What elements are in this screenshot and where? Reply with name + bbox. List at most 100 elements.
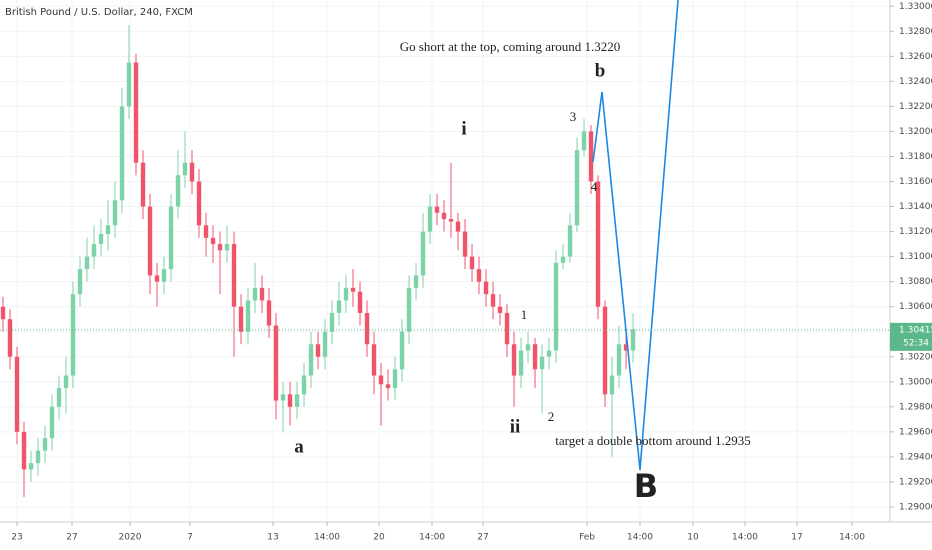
- annotations: Go short at the top, coming around 1.322…: [294, 39, 750, 505]
- candle-body: [441, 212, 447, 220]
- candle-body: [602, 306, 608, 395]
- x-tick-label: 14:00: [419, 533, 445, 543]
- candle-body: [196, 181, 202, 226]
- y-tick-label: 1.30800: [899, 277, 932, 287]
- candle-body: [532, 344, 538, 370]
- last-price-box: [890, 322, 932, 351]
- candle-body: [427, 206, 433, 232]
- y-tick-label: 1.32000: [899, 127, 932, 137]
- candle-body: [266, 300, 272, 326]
- candle-body: [189, 162, 195, 182]
- candle-body: [546, 350, 552, 357]
- candle-body: [448, 219, 454, 222]
- y-tick-label: 1.31800: [899, 152, 932, 162]
- y-tick-label: 1.29400: [899, 452, 932, 462]
- candle-body: [525, 344, 531, 351]
- x-tick-label: Feb: [579, 533, 595, 543]
- candle-body: [133, 62, 139, 163]
- y-tick-label: 1.31600: [899, 177, 932, 187]
- candle-body: [49, 406, 55, 439]
- y-tick-label: 1.29200: [899, 477, 932, 487]
- annotation: 2: [548, 409, 555, 424]
- candle-body: [483, 281, 489, 295]
- candle-body: [609, 375, 615, 395]
- x-tick-label: 27: [477, 533, 488, 543]
- candle-body: [399, 331, 405, 370]
- candle-body: [154, 275, 160, 282]
- annotation: 1: [521, 307, 528, 322]
- candle-body: [28, 463, 34, 470]
- y-tick-label: 1.31200: [899, 227, 932, 237]
- y-tick-label: 1.30200: [899, 352, 932, 362]
- candle-body: [476, 269, 482, 282]
- candle-body: [553, 262, 559, 351]
- candle-body: [392, 369, 398, 389]
- chart-title: British Pound / U.S. Dollar, 240, FXCM: [5, 7, 193, 18]
- candle-body: [238, 306, 244, 332]
- candle-body: [231, 244, 237, 307]
- candle-body: [21, 431, 27, 470]
- candle-body: [280, 394, 286, 401]
- x-tick-label: 7: [187, 533, 193, 543]
- candle-body: [63, 375, 69, 389]
- y-tick-label: 1.29800: [899, 402, 932, 412]
- candle-body: [462, 231, 468, 257]
- candle-body: [210, 237, 216, 245]
- candle-body: [588, 131, 594, 182]
- candle-body: [294, 394, 300, 407]
- candle-body: [497, 306, 503, 313]
- x-tick-label: 17: [791, 533, 802, 543]
- y-tick-label: 1.29600: [899, 427, 932, 437]
- x-tick-label: 27: [66, 533, 77, 543]
- annotation: 4: [591, 179, 598, 194]
- x-tick-label: 14:00: [732, 533, 758, 543]
- annotation: Go short at the top, coming around 1.322…: [400, 39, 621, 54]
- x-tick-label: 14:00: [839, 533, 865, 543]
- annotation: target a double bottom around 1.2935: [555, 433, 750, 448]
- candle-body: [455, 221, 461, 232]
- x-tick-label: 23: [11, 533, 22, 543]
- y-tick-label: 1.31400: [899, 202, 932, 212]
- candle-body: [350, 287, 356, 292]
- candle-body: [329, 312, 335, 332]
- y-tick-label: 1.29000: [899, 502, 932, 512]
- candle-body: [0, 306, 6, 320]
- y-tick-label: 1.30000: [899, 377, 932, 387]
- candle-body: [42, 438, 48, 451]
- candle-body: [315, 344, 321, 357]
- candles: [0, 25, 636, 497]
- candle-body: [420, 231, 426, 276]
- candle-body: [490, 294, 496, 307]
- candle-body: [273, 325, 279, 401]
- annotation: a: [294, 436, 304, 457]
- candle-body: [434, 206, 440, 213]
- y-tick-label: 1.32800: [899, 27, 932, 37]
- candle-body: [336, 300, 342, 313]
- annotation: b: [595, 60, 606, 81]
- y-tick-label: 1.31000: [899, 252, 932, 262]
- candle-body: [112, 200, 118, 226]
- x-tick-label: 10: [687, 533, 699, 543]
- candle-body: [560, 256, 566, 263]
- candle-body: [224, 244, 230, 251]
- candle-body: [84, 256, 90, 270]
- x-tick-label: 14:00: [627, 533, 653, 543]
- candle-body: [567, 225, 573, 257]
- x-tick-label: 13: [267, 533, 278, 543]
- y-tick-label: 1.32400: [899, 77, 932, 87]
- candle-body: [245, 300, 251, 332]
- candle-body: [147, 206, 153, 276]
- wave-drawing: [592, 0, 679, 471]
- candle-body: [301, 375, 307, 395]
- candle-body: [7, 319, 13, 357]
- candle-body: [539, 356, 545, 370]
- candle-body: [595, 181, 601, 307]
- candle-body: [56, 388, 62, 407]
- candle-body: [119, 106, 125, 201]
- candle-body: [357, 291, 363, 313]
- y-tick-label: 1.32200: [899, 102, 932, 112]
- annotation: 3: [570, 109, 577, 124]
